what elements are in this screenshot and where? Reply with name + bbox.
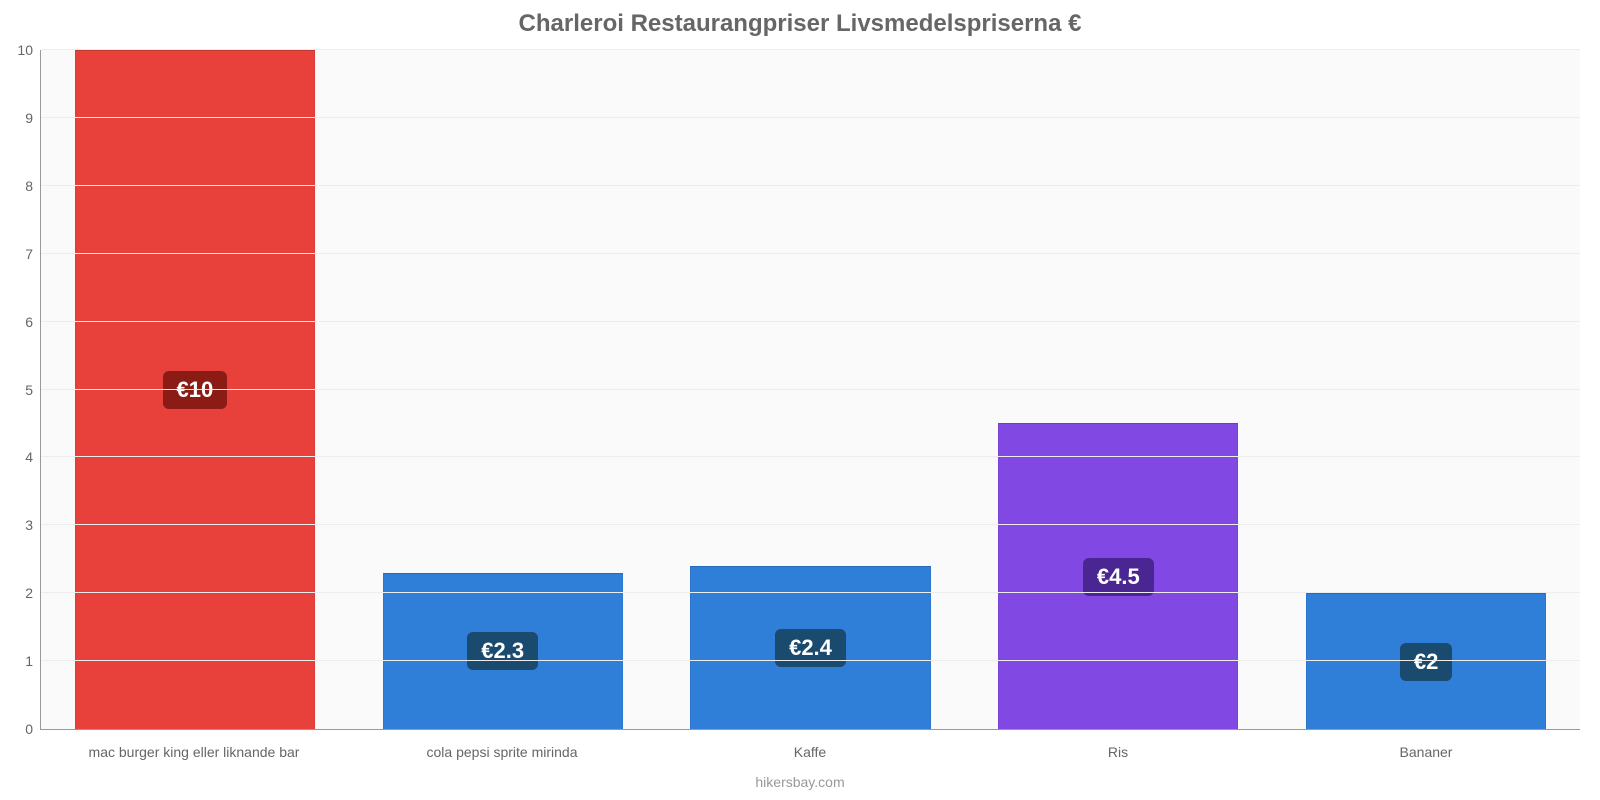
chart-title: Charleroi Restaurangpriser Livsmedelspri… — [0, 10, 1600, 38]
y-tick-label: 6 — [25, 314, 41, 330]
grid-line — [41, 117, 1580, 118]
x-axis-label: mac burger king eller liknande bar — [40, 744, 348, 760]
y-tick-label: 5 — [25, 382, 41, 398]
x-axis-label: Bananer — [1272, 744, 1580, 760]
grid-line — [41, 253, 1580, 254]
grid-line — [41, 660, 1580, 661]
y-tick-label: 2 — [25, 585, 41, 601]
value-badge: €2 — [1400, 643, 1452, 681]
bar-slot: €2.3 — [349, 50, 657, 729]
bar: €4.5 — [998, 423, 1238, 729]
grid-line — [41, 321, 1580, 322]
bar-slot: €2.4 — [657, 50, 965, 729]
bar: €2.3 — [383, 573, 623, 729]
value-badge: €2.4 — [775, 629, 846, 667]
grid-line — [41, 389, 1580, 390]
grid-line — [41, 49, 1580, 50]
grid-line — [41, 185, 1580, 186]
chart-container: Charleroi Restaurangpriser Livsmedelspri… — [0, 0, 1600, 800]
y-tick-label: 0 — [25, 721, 41, 737]
y-tick-label: 1 — [25, 653, 41, 669]
grid-line — [41, 456, 1580, 457]
bar-slot: €10 — [41, 50, 349, 729]
y-tick-label: 7 — [25, 246, 41, 262]
grid-line — [41, 524, 1580, 525]
y-tick-label: 9 — [25, 110, 41, 126]
y-tick-label: 3 — [25, 517, 41, 533]
value-badge: €10 — [163, 371, 228, 409]
grid-line — [41, 592, 1580, 593]
x-axis-label: cola pepsi sprite mirinda — [348, 744, 656, 760]
credit-text: hikersbay.com — [0, 774, 1600, 790]
plot-area: €10€2.3€2.4€4.5€2 012345678910 — [40, 50, 1580, 730]
bar: €2.4 — [690, 566, 930, 729]
value-badge: €4.5 — [1083, 558, 1154, 596]
x-axis-label: Kaffe — [656, 744, 964, 760]
y-tick-label: 4 — [25, 449, 41, 465]
y-tick-label: 10 — [17, 42, 41, 58]
bar-slot: €2 — [1272, 50, 1580, 729]
bar-slot: €4.5 — [964, 50, 1272, 729]
bars-row: €10 €2.3 €2.4 €4.5 €2 — [41, 50, 1580, 729]
y-tick-label: 8 — [25, 178, 41, 194]
x-axis-labels: mac burger king eller liknande barcola p… — [40, 744, 1580, 760]
value-badge: €2.3 — [467, 632, 538, 670]
x-axis-label: Ris — [964, 744, 1272, 760]
bar: €10 — [75, 50, 315, 729]
